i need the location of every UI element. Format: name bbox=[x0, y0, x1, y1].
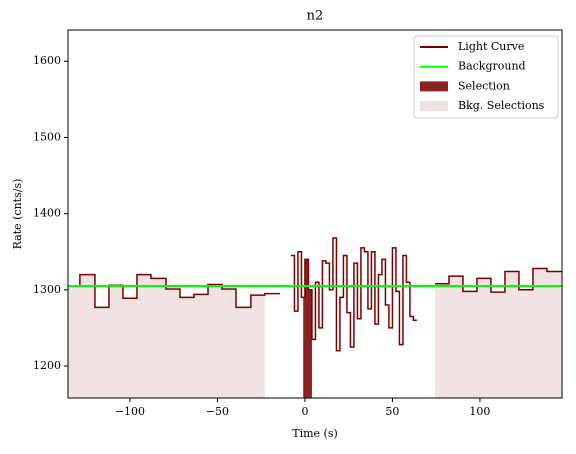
x-axis-label: Time (s) bbox=[292, 427, 338, 440]
x-tick-label: 100 bbox=[469, 405, 490, 418]
bkg-selection bbox=[68, 274, 265, 398]
legend-label: Background bbox=[458, 60, 526, 73]
legend-label: Bkg. Selections bbox=[458, 99, 545, 112]
x-tick-label: 0 bbox=[301, 405, 308, 418]
light-curve bbox=[434, 267, 562, 293]
legend-swatch bbox=[420, 101, 448, 112]
legend: Light Curve Background Selection Bkg. Selec… bbox=[413, 35, 559, 119]
plot-area bbox=[68, 237, 562, 398]
legend-label: Light Curve bbox=[458, 40, 524, 53]
y-tick-label: 1500 bbox=[33, 130, 61, 143]
y-tick-label: 1400 bbox=[33, 207, 61, 220]
legend-label: Selection bbox=[458, 79, 510, 92]
x-tick-label: −50 bbox=[206, 405, 229, 418]
legend-swatch bbox=[420, 81, 448, 92]
y-tick-label: 1300 bbox=[33, 283, 61, 296]
y-tick-label: 1600 bbox=[33, 54, 61, 67]
light-curve bbox=[290, 237, 417, 352]
y-axis-label: Rate (cnts/s) bbox=[11, 179, 24, 250]
chart-title: n2 bbox=[307, 9, 324, 24]
x-tick-label: 50 bbox=[385, 405, 399, 418]
bkg-selection bbox=[434, 268, 562, 398]
light-curve bbox=[68, 273, 280, 309]
legend-box bbox=[413, 35, 559, 119]
y-tick-label: 1200 bbox=[33, 359, 61, 372]
x-tick-label: −100 bbox=[115, 405, 145, 418]
